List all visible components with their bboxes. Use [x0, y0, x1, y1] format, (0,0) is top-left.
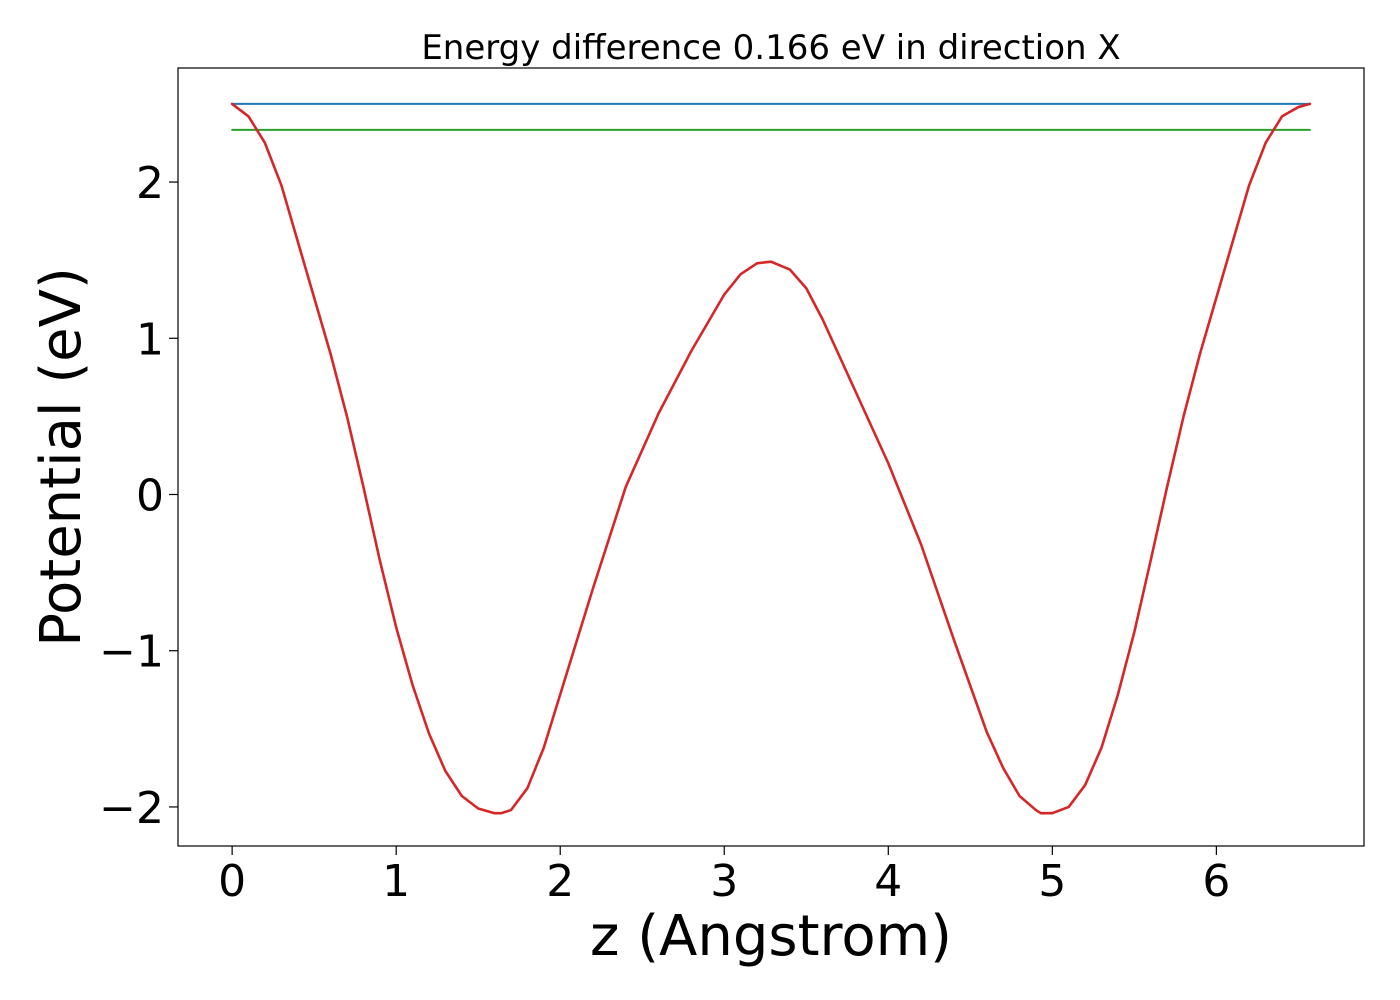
y-tick-label: 2	[136, 158, 164, 209]
y-tick-label: −2	[99, 783, 164, 834]
x-tick-label: 3	[710, 856, 738, 907]
series-layer	[230, 102, 1312, 815]
x-axis-label: z (Angstrom)	[590, 904, 952, 969]
y-tick-label: 0	[136, 470, 164, 521]
x-tick-label: 6	[1202, 856, 1230, 907]
x-tick-label: 2	[546, 856, 574, 907]
y-axis-label: Potential (eV)	[29, 267, 94, 647]
series-line-2	[230, 102, 1312, 815]
x-tick-label: 4	[874, 856, 902, 907]
y-tick-label: −1	[99, 627, 164, 678]
plot-area-frame	[177, 67, 1365, 847]
y-tick-label: 1	[136, 314, 164, 365]
x-axis: 0 1 2 3 4 5 6	[218, 846, 1230, 907]
y-axis: −2 −1 0 1 2	[99, 158, 178, 834]
x-tick-label: 1	[382, 856, 410, 907]
chart-title: Energy difference 0.166 eV in direction …	[421, 28, 1120, 68]
x-tick-label: 0	[218, 856, 246, 907]
x-tick-label: 5	[1038, 856, 1066, 907]
